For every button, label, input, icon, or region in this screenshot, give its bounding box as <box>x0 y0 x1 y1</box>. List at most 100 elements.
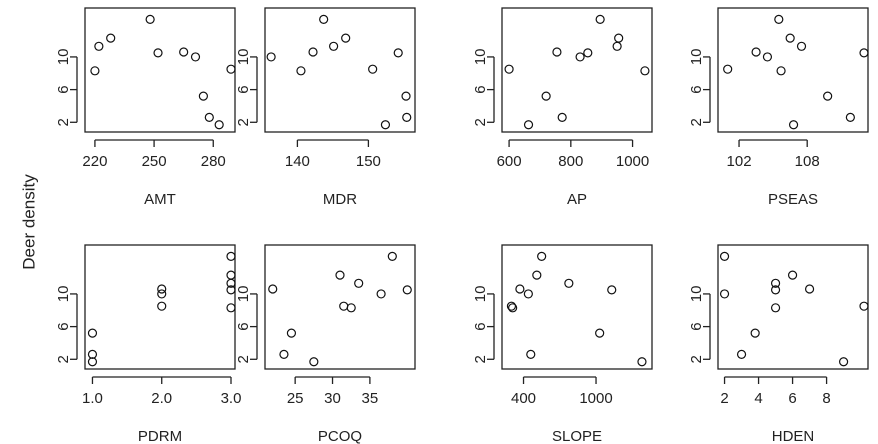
data-point <box>153 48 163 58</box>
y-tick-label: 10 <box>472 49 489 66</box>
x-axis-label: AP <box>567 191 587 208</box>
data-point <box>859 301 869 311</box>
data-point <box>845 112 855 122</box>
data-point <box>607 285 617 295</box>
x-tick-label: 1000 <box>616 153 649 170</box>
plot-frame <box>501 244 653 370</box>
data-point <box>838 357 849 367</box>
panel-pseas: 102 108 PSEAS 2 6 10 <box>688 7 869 208</box>
x-tick-label: 3.0 <box>221 390 242 407</box>
x-tick-label: 800 <box>558 153 583 170</box>
data-point <box>226 278 236 288</box>
plot-frame <box>717 7 869 133</box>
plot-frame <box>264 244 416 370</box>
x-tick-label: 102 <box>727 153 752 170</box>
data-point <box>523 120 534 130</box>
data-point <box>541 91 551 101</box>
x-tick-label: 1000 <box>579 390 612 407</box>
data-point <box>354 278 364 288</box>
data-point <box>335 270 345 280</box>
data-point <box>94 41 104 51</box>
y-tick-label: 10 <box>55 49 72 66</box>
data-point <box>526 349 536 359</box>
y-tick-label: 6 <box>688 85 705 93</box>
data-point <box>387 251 397 261</box>
data-point <box>226 270 236 280</box>
data-point <box>226 303 236 313</box>
data-point <box>368 64 378 74</box>
data-point <box>226 285 236 295</box>
x-tick-label: 220 <box>82 153 107 170</box>
data-point <box>145 14 155 24</box>
data-point <box>157 284 167 294</box>
x-axis-label: PSEAS <box>768 191 818 208</box>
data-point <box>785 33 795 43</box>
data-point <box>296 66 306 76</box>
x-axis-label: MDR <box>323 191 357 208</box>
data-point <box>198 91 208 101</box>
data-point <box>319 14 329 24</box>
data-point <box>401 91 411 101</box>
data-point <box>504 64 514 74</box>
y-tick-label: 10 <box>235 49 252 66</box>
x-tick-label: 4 <box>754 390 762 407</box>
data-point <box>214 120 224 130</box>
x-axis-label: AMT <box>144 191 176 208</box>
x-tick-label: 6 <box>788 390 796 407</box>
data-point <box>719 251 730 261</box>
y-tick-label: 6 <box>55 85 72 93</box>
data-point <box>226 251 236 261</box>
data-point <box>508 303 518 313</box>
y-tick-label: 10 <box>688 49 705 66</box>
data-point <box>190 52 201 62</box>
data-point <box>637 357 647 367</box>
data-point <box>614 33 624 43</box>
x-tick-label: 108 <box>795 153 820 170</box>
y-tick-label: 6 <box>235 85 252 93</box>
y-tick-label: 10 <box>472 286 489 303</box>
data-point <box>90 66 100 76</box>
data-point <box>87 357 98 367</box>
plot-frame <box>84 7 236 133</box>
data-point <box>736 349 747 359</box>
y-tick-label: 2 <box>55 355 72 363</box>
data-point <box>87 349 98 359</box>
x-tick-label: 2 <box>720 390 728 407</box>
x-axis-label: HDEN <box>772 428 815 444</box>
x-tick-label: 8 <box>822 390 830 407</box>
x-tick-label: 400 <box>511 390 536 407</box>
data-point <box>226 64 236 74</box>
x-tick-label: 140 <box>285 153 310 170</box>
data-point <box>552 47 562 57</box>
data-point <box>770 278 781 288</box>
data-point <box>583 48 593 58</box>
data-point <box>179 47 189 57</box>
data-point <box>515 284 525 294</box>
y-tick-label: 10 <box>55 286 72 303</box>
data-point <box>339 301 349 311</box>
data-point <box>279 349 289 359</box>
data-point <box>537 251 547 261</box>
x-tick-label: 250 <box>142 153 167 170</box>
data-point <box>770 303 781 313</box>
panel-hden: 2 4 6 8 HDEN 2 6 10 <box>688 244 869 444</box>
plot-frame <box>264 7 416 133</box>
y-tick-label: 2 <box>688 355 705 363</box>
data-point <box>723 64 733 74</box>
data-point <box>557 112 567 122</box>
data-point <box>719 289 730 299</box>
data-point <box>268 284 278 294</box>
data-point <box>393 48 403 58</box>
data-point <box>346 303 356 313</box>
x-tick-label: 2.0 <box>151 390 172 407</box>
y-tick-label: 2 <box>55 118 72 126</box>
y-tick-label: 6 <box>472 322 489 330</box>
data-point <box>532 270 542 280</box>
data-point <box>595 14 605 24</box>
y-tick-label: 6 <box>55 322 72 330</box>
data-point <box>341 33 351 43</box>
y-tick-label: 6 <box>472 85 489 93</box>
plot-frame <box>84 244 236 370</box>
data-point <box>787 270 798 280</box>
x-tick-label: 150 <box>356 153 381 170</box>
